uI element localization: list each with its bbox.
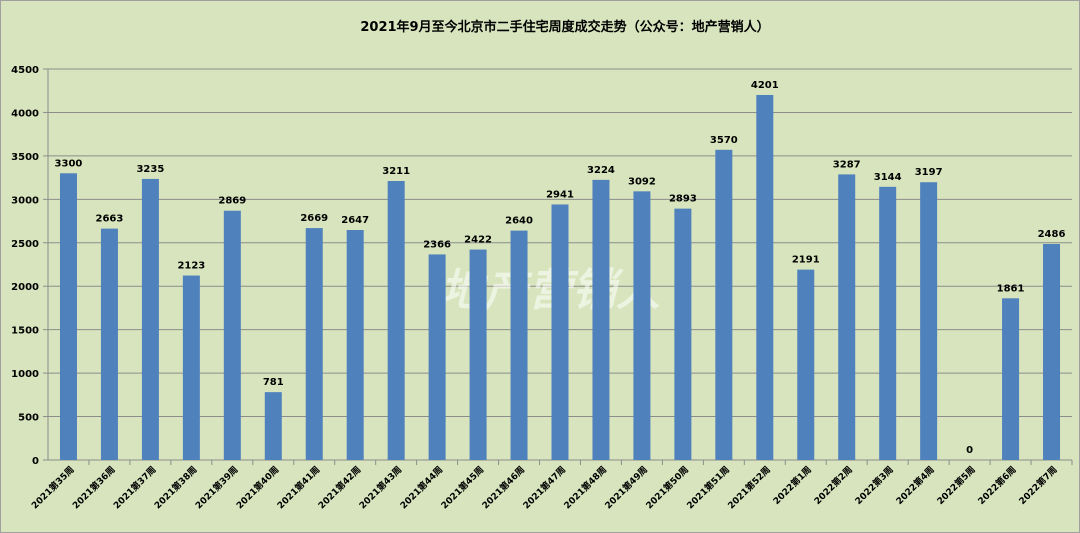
chart-title: 2021年9月至今北京市二手住宅周度成交走势（公众号：地产营销人） <box>360 19 769 35</box>
y-tick-label: 2000 <box>11 282 39 293</box>
data-label: 3197 <box>915 167 943 178</box>
x-tick-label: 2022第2周 <box>811 464 854 507</box>
data-label: 2893 <box>669 194 697 205</box>
bar <box>59 173 77 460</box>
y-tick-label: 3500 <box>11 152 39 163</box>
data-label: 2663 <box>96 214 124 225</box>
bar <box>387 180 405 461</box>
bar <box>797 269 815 460</box>
x-tick-label: 2021第36周 <box>70 464 118 512</box>
data-label: 2422 <box>464 235 492 246</box>
bar <box>756 94 774 461</box>
x-tick-label: 2021第48周 <box>561 464 609 512</box>
x-tick-label: 2022第6周 <box>975 464 1018 507</box>
data-labels: 3300 2663 3235 2123 2869 781 2669 2647 3211 2366 2… <box>55 80 1066 456</box>
data-label: 3144 <box>874 172 902 183</box>
data-label: 2191 <box>792 255 820 266</box>
bar <box>715 149 733 460</box>
x-tick-label: 2021第42周 <box>316 464 364 512</box>
x-tick-label: 2022第4周 <box>893 464 936 507</box>
bar <box>1002 298 1020 460</box>
data-label: 3287 <box>833 159 861 170</box>
bar <box>920 182 938 460</box>
x-tick-label: 2021第52周 <box>725 464 773 512</box>
bar <box>469 249 487 460</box>
x-tick-label: 2021第50周 <box>643 464 691 512</box>
data-label: 2941 <box>546 189 574 200</box>
bar <box>428 254 446 460</box>
x-tick-label: 2021第46周 <box>479 464 527 512</box>
bar <box>674 208 692 460</box>
y-tick-label: 4000 <box>11 108 39 119</box>
y-tick-label: 2500 <box>11 239 39 250</box>
y-tick-label: 4500 <box>11 65 39 76</box>
bar <box>223 210 241 460</box>
bar <box>100 228 118 460</box>
x-tick-label: 2021第39周 <box>193 464 241 512</box>
y-tick-label: 0 <box>32 456 39 467</box>
bars <box>59 94 1061 461</box>
bar <box>633 191 651 461</box>
data-label: 0 <box>966 445 973 456</box>
bar <box>141 178 159 461</box>
bar <box>182 275 200 460</box>
y-tick-label: 500 <box>18 413 39 424</box>
x-tick-label: 2021第35周 <box>29 464 77 512</box>
x-tick-label: 2021第40周 <box>234 464 282 512</box>
data-label: 2366 <box>423 239 451 250</box>
data-label: 4201 <box>751 80 779 91</box>
data-label: 3300 <box>55 158 83 169</box>
data-label: 2669 <box>300 213 328 224</box>
data-label: 3224 <box>587 165 615 176</box>
data-label: 3092 <box>628 176 656 187</box>
data-label: 3235 <box>136 164 164 175</box>
y-tick-label: 1000 <box>11 369 39 380</box>
bar <box>592 179 610 460</box>
bar <box>838 174 856 460</box>
x-tick-label: 2022第3周 <box>852 464 895 507</box>
x-tick-label: 2021第37周 <box>111 464 159 512</box>
data-label: 781 <box>263 377 284 388</box>
bar <box>551 204 569 460</box>
data-label: 2640 <box>505 216 533 227</box>
x-tick-label: 2021第44周 <box>397 464 445 512</box>
data-label: 3570 <box>710 135 738 146</box>
data-label: 2647 <box>341 215 369 226</box>
gridlines <box>48 68 1072 461</box>
bar <box>879 186 897 460</box>
x-tick-label: 2022第7周 <box>1016 464 1059 507</box>
bar <box>346 230 364 460</box>
data-label: 1861 <box>997 283 1025 294</box>
bar <box>510 230 528 460</box>
x-tick-label: 2021第47周 <box>520 464 568 512</box>
x-tick-label: 2021第45周 <box>438 464 486 512</box>
data-label: 2123 <box>177 261 205 272</box>
bar <box>1043 243 1061 460</box>
y-axis: 0 500 1000 1500 2000 2500 3000 3500 4000 4500 <box>11 65 49 467</box>
x-tick-label: 2021第38周 <box>152 464 200 512</box>
y-tick-label: 3000 <box>11 195 39 206</box>
y-tick-label: 1500 <box>11 326 39 337</box>
x-tick-label: 2021第41周 <box>275 464 323 512</box>
x-tick-label: 2021第51周 <box>684 464 732 512</box>
data-label: 3211 <box>382 166 410 177</box>
x-tick-label: 2022第1周 <box>771 464 814 507</box>
x-axis: 2021第35周2021第36周2021第37周2021第38周2021第39周… <box>29 460 1073 512</box>
x-tick-label: 2021第43周 <box>356 464 404 512</box>
data-label: 2869 <box>218 196 246 207</box>
data-label: 2486 <box>1038 229 1066 240</box>
x-tick-label: 2021第49周 <box>602 464 650 512</box>
bar <box>264 392 282 460</box>
x-tick-label: 2022第5周 <box>934 464 977 507</box>
bar <box>305 228 323 460</box>
